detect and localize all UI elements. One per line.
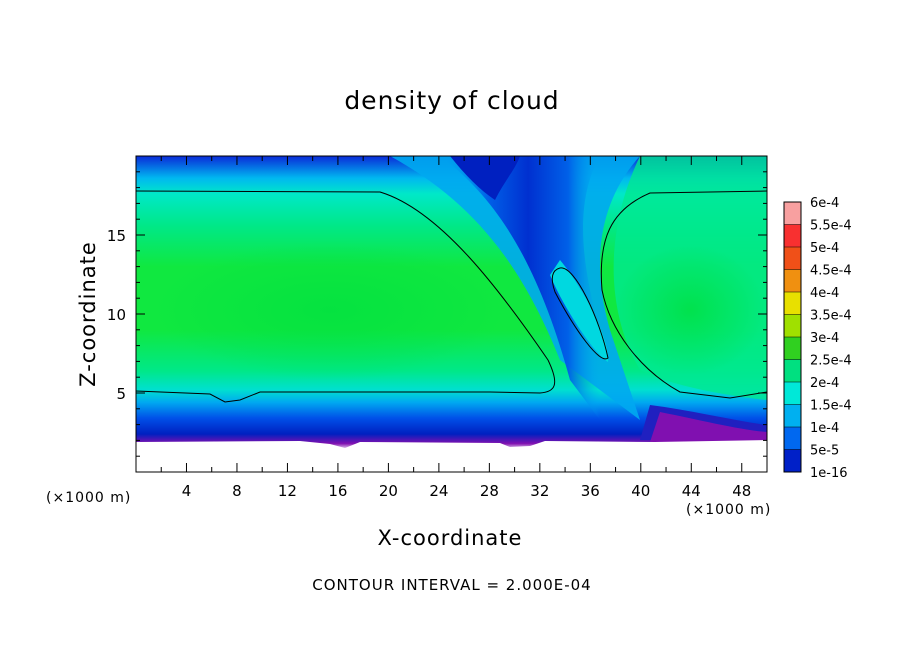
colorbar-swatch [784,202,801,225]
colorbar: 6e-4 5.5e-4 5e-4 4.5e-4 4e-4 3.5e-4 3e-4 2.5e-4… [783,196,852,481]
x-tick-label: 12 [278,482,297,500]
x-tick-label: 8 [232,482,242,500]
colorbar-label: 5.5e-4 [810,219,852,234]
colorbar-label: 6e-4 [810,196,839,211]
colorbar-swatch [784,314,801,337]
contour-interval-note: CONTOUR INTERVAL = 2.000E-04 [312,576,592,594]
chart-title: density of cloud [344,86,560,115]
x-tick-label: 20 [379,482,398,500]
x-tick-label: 40 [631,482,650,500]
colorbar-swatch [784,292,801,315]
colorbar-swatch [784,269,801,292]
colorbar-label: 1e-16 [810,466,848,481]
x-tick-label: 28 [480,482,499,500]
colorbar-swatch [784,382,801,405]
colorbar-swatch [784,224,801,247]
colorbar-swatch [784,404,801,427]
colorbar-swatch [784,427,801,450]
x-tick-label: 4 [182,482,192,500]
colorbar-label: 2e-4 [810,376,839,391]
colorbar-label: 1e-4 [810,421,839,436]
x-tick-label: 48 [732,482,751,500]
colorbar-label: 5e-4 [810,241,839,256]
colorbar-label: 3e-4 [810,331,839,346]
x-unit-right: (×1000 m) [686,502,772,518]
x-tick-label: 16 [328,482,347,500]
y-tick-label: 10 [107,306,126,324]
x-unit-left: (×1000 m) [46,490,132,506]
x-axis-label: X-coordinate [377,526,523,550]
colorbar-label: 3.5e-4 [810,309,852,324]
colorbar-label: 4e-4 [810,286,839,301]
x-axis-ticks: 4 8 12 16 20 24 28 32 36 40 44 48 [160,156,751,500]
colorbar-swatch [784,449,801,472]
y-axis-ticks: 5 10 15 [107,171,767,457]
y-tick-label: 5 [116,385,126,403]
colorbar-label: 5e-5 [810,444,839,459]
colorbar-label: 2.5e-4 [810,354,852,369]
x-tick-label: 32 [530,482,549,500]
x-tick-label: 44 [682,482,701,500]
density-field [136,156,767,472]
colorbar-swatch [784,337,801,360]
colorbar-swatch [784,359,801,382]
x-tick-label: 24 [429,482,448,500]
y-axis-label: Z-coordinate [76,241,100,387]
colorbar-label: 4.5e-4 [810,264,852,279]
x-tick-label: 36 [581,482,600,500]
y-tick-label: 15 [107,227,126,245]
colorbar-label: 1.5e-4 [810,399,852,414]
colorbar-swatch [784,247,801,270]
